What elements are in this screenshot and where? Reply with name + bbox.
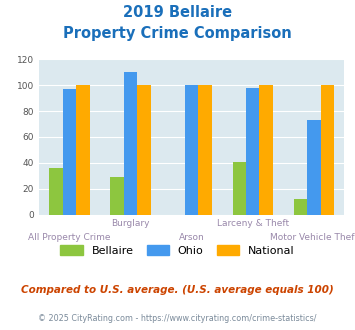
Text: Motor Vehicle Theft: Motor Vehicle Theft bbox=[270, 233, 355, 242]
Bar bbox=[307, 120, 321, 214]
Bar bbox=[63, 89, 76, 214]
Text: © 2025 CityRating.com - https://www.cityrating.com/crime-statistics/: © 2025 CityRating.com - https://www.city… bbox=[38, 314, 317, 323]
Bar bbox=[198, 85, 212, 214]
Bar bbox=[76, 85, 90, 214]
Text: Burglary: Burglary bbox=[111, 219, 150, 228]
Bar bbox=[185, 85, 198, 214]
Bar bbox=[294, 199, 307, 214]
Bar bbox=[124, 72, 137, 214]
Bar bbox=[49, 168, 63, 214]
Text: Arson: Arson bbox=[179, 233, 204, 242]
Text: Compared to U.S. average. (U.S. average equals 100): Compared to U.S. average. (U.S. average … bbox=[21, 285, 334, 295]
Text: 2019 Bellaire: 2019 Bellaire bbox=[123, 5, 232, 20]
Bar bbox=[110, 177, 124, 215]
Text: All Property Crime: All Property Crime bbox=[28, 233, 111, 242]
Text: Property Crime Comparison: Property Crime Comparison bbox=[63, 26, 292, 41]
Bar bbox=[233, 161, 246, 214]
Bar bbox=[260, 85, 273, 214]
Text: Larceny & Theft: Larceny & Theft bbox=[217, 219, 289, 228]
Legend: Bellaire, Ohio, National: Bellaire, Ohio, National bbox=[56, 240, 299, 260]
Bar bbox=[246, 88, 260, 214]
Bar bbox=[137, 85, 151, 214]
Bar bbox=[321, 85, 334, 214]
